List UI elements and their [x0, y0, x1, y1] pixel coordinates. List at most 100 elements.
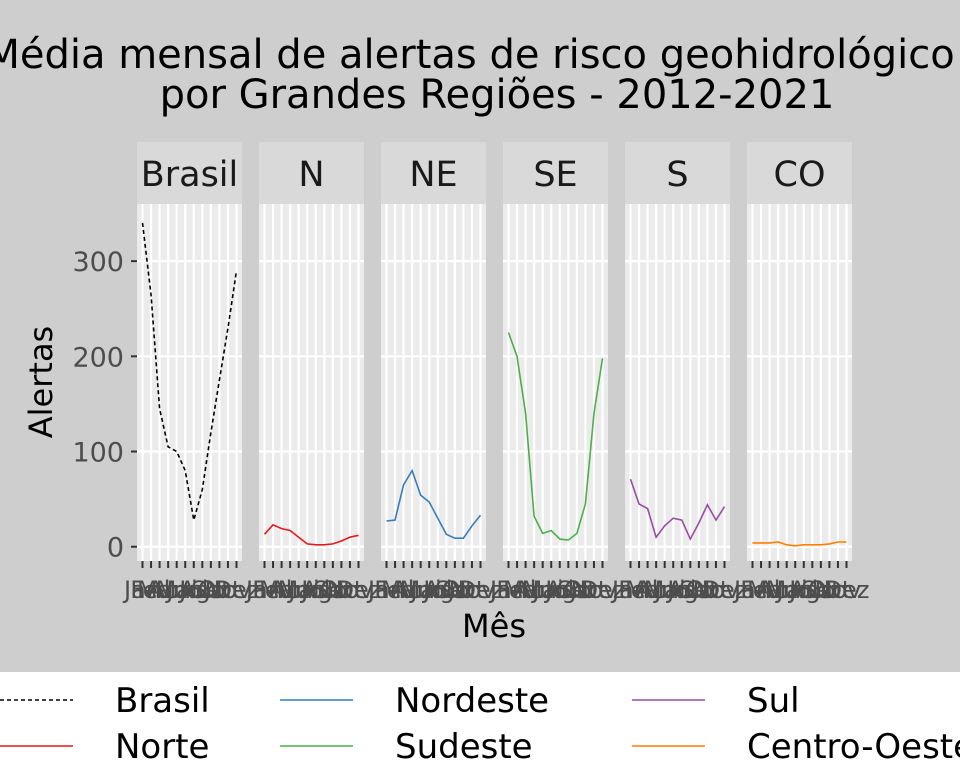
x-tick-label: Nov — [205, 576, 252, 604]
legend-label: Centro-Oeste — [747, 727, 960, 767]
series-line-sul — [629, 478, 726, 541]
x-tick-label: Nov — [815, 576, 862, 604]
x-tick-label: Abr — [147, 576, 189, 604]
legend-background — [0, 672, 960, 768]
x-tick-label: Dez — [458, 576, 504, 604]
panel-background — [137, 204, 242, 561]
x-tick-label: Abr — [513, 576, 555, 604]
x-tick-label: Dez — [214, 576, 260, 604]
x-tick-label: Mar — [503, 576, 548, 604]
y-tick-label: 0 — [107, 533, 124, 564]
x-tick-label: Jun — [164, 576, 204, 604]
chart-title-line-2: por Grandes Regiões - 2012-2021 — [160, 72, 835, 118]
facet-strip — [381, 142, 486, 204]
facet-strip-label: Brasil — [141, 155, 239, 195]
y-axis: 0 100 200 300 — [72, 247, 137, 564]
x-tick-label: Abr — [391, 576, 433, 604]
legend-label: Nordeste — [395, 681, 549, 721]
facet-strip-label: SE — [533, 155, 577, 195]
facet-strip-label: S — [666, 155, 688, 195]
x-tick-label: Abr — [269, 576, 311, 604]
legend-label: Brasil — [115, 681, 210, 721]
x-tick-label: Dez — [336, 576, 382, 604]
legend-label: Sudeste — [395, 727, 533, 767]
x-tick-label: Out — [442, 576, 486, 604]
x-tick-label: Mar — [259, 576, 304, 604]
x-tick-label: Mar — [381, 576, 426, 604]
x-tick-label: Fev — [496, 576, 537, 604]
facet-strip — [259, 142, 364, 204]
panel-background — [625, 204, 730, 561]
x-tick-label: Abr — [635, 576, 677, 604]
x-tick-label: Dez — [580, 576, 626, 604]
x-tick-label: Jan — [122, 576, 161, 604]
x-tick-label: Out — [808, 576, 852, 604]
x-tick-label: Nov — [571, 576, 618, 604]
panel-background — [259, 204, 364, 561]
x-tick-label: Dez — [702, 576, 748, 604]
x-tick-label: Jun — [530, 576, 570, 604]
x-tick-label: Jun — [774, 576, 814, 604]
x-tick-label: Out — [320, 576, 364, 604]
series-line-norte — [263, 523, 359, 546]
x-tick-label: Jan — [732, 576, 771, 604]
facet-strip-label: NE — [409, 155, 457, 195]
x-tick-label: Mai — [644, 576, 686, 604]
x-tick-label: Fev — [374, 576, 415, 604]
legend: Brasil Norte Nordeste Sudeste Sul Centro-Oest… — [0, 681, 960, 767]
x-tick-label: Ago — [423, 576, 469, 604]
panel-background — [747, 204, 852, 561]
facet-strip — [625, 142, 730, 204]
facet-strip — [747, 142, 852, 204]
x-tick-label: Jun — [286, 576, 326, 604]
x-tick-label: Jun — [652, 576, 692, 604]
legend-label: Norte — [115, 727, 209, 767]
chart-title-line-1: Média mensal de alertas de risco geohidr… — [0, 32, 955, 78]
x-tick-label: Ago — [179, 576, 225, 604]
x-tick-label: Jul — [665, 576, 696, 604]
facet-panel: Brasil JanFevMarAbrMaiJunJulAgoSetOutNovD… — [122, 142, 259, 604]
series-line-sudeste — [507, 332, 604, 541]
x-tick-label: Jul — [299, 576, 330, 604]
x-tick-label: Jul — [421, 576, 452, 604]
legend-label: Sul — [747, 681, 800, 721]
panel-background — [381, 204, 486, 561]
x-tick-label: Fev — [130, 576, 171, 604]
x-tick-label: Out — [564, 576, 608, 604]
x-axis-label: Mês — [462, 607, 526, 645]
x-tick-label: Nov — [449, 576, 496, 604]
series-line-nordeste — [386, 468, 482, 540]
x-tick-label: Jan — [244, 576, 283, 604]
x-tick-label: Mai — [400, 576, 442, 604]
x-tick-label: Mar — [625, 576, 670, 604]
x-tick-label: Jan — [610, 576, 649, 604]
x-tick-label: Mar — [137, 576, 182, 604]
facet-strip-label: N — [298, 155, 324, 195]
x-tick-label: Set — [191, 576, 230, 604]
x-tick-label: Ago — [789, 576, 835, 604]
x-tick-label: Dez — [824, 576, 870, 604]
x-tick-label: Mai — [278, 576, 320, 604]
x-tick-label: Fev — [740, 576, 781, 604]
facet-strip — [137, 142, 242, 204]
facet-panels: BrasilJanFevMarAbrMaiJunJulAgoSetOutNovD… — [122, 142, 869, 604]
y-tick-label: 100 — [72, 438, 124, 469]
x-tick-label: Mar — [747, 576, 792, 604]
x-tick-label: Jul — [177, 576, 208, 604]
x-tick-label: Out — [686, 576, 730, 604]
x-tick-label: Mai — [156, 576, 198, 604]
series-line-centro-oeste — [752, 541, 847, 547]
x-tick-label: Jan — [488, 576, 527, 604]
x-tick-label: Jul — [543, 576, 574, 604]
x-tick-label: Set — [557, 576, 596, 604]
x-tick-label: Nov — [327, 576, 374, 604]
x-tick-label: Mai — [522, 576, 564, 604]
y-axis-label: Alertas — [22, 326, 60, 438]
x-tick-label: Set — [313, 576, 352, 604]
